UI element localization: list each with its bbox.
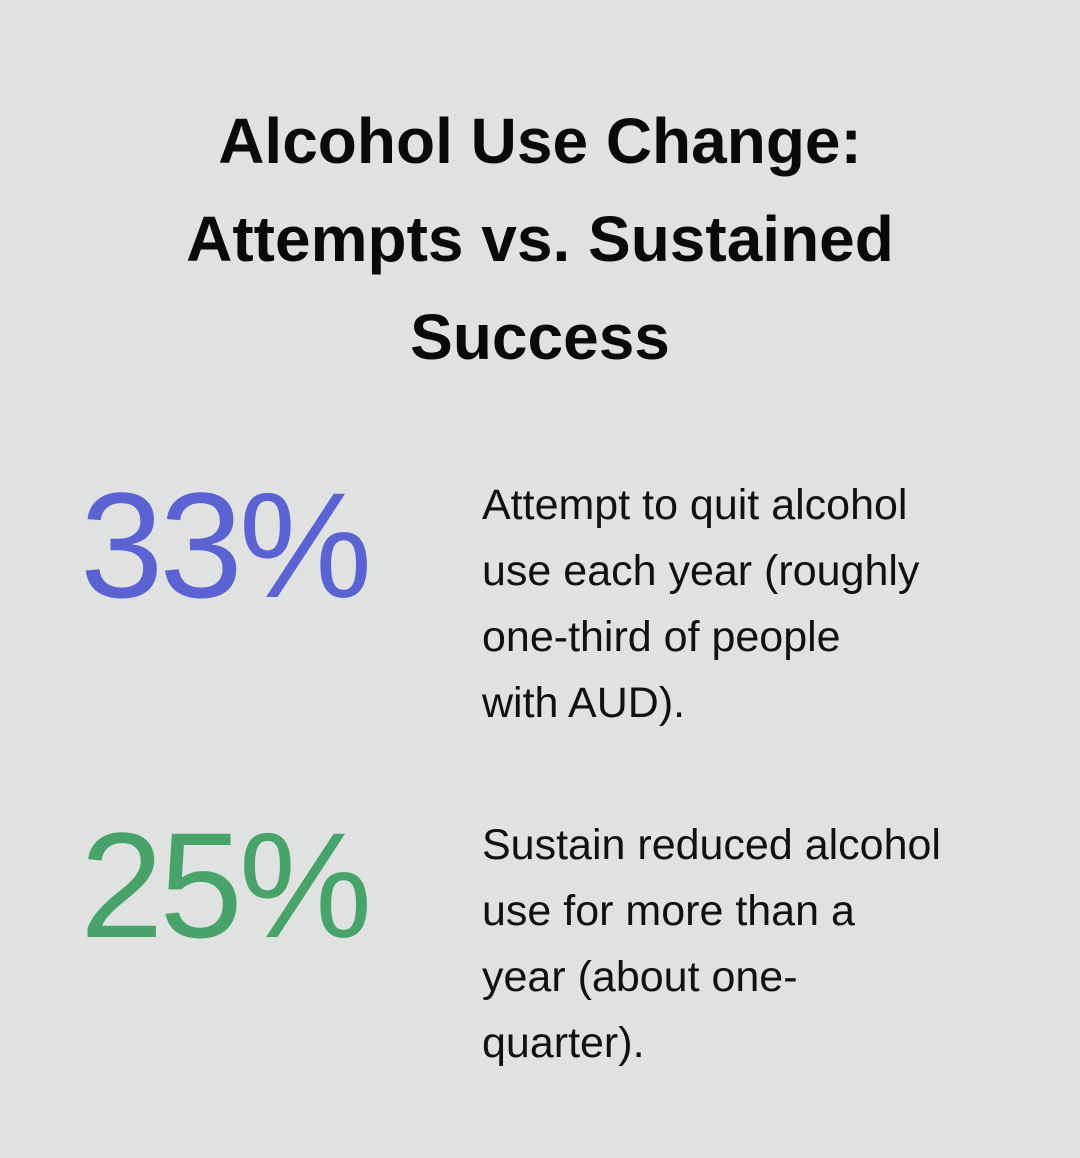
title-line: Success — [410, 301, 670, 373]
stat-value: 33% — [80, 461, 372, 629]
title-line: Alcohol Use Change: — [218, 105, 862, 177]
stat-value: 25% — [80, 801, 372, 969]
description-line: with AUD). — [482, 679, 686, 727]
stat-block: 33% Attempt to quit alcohol use each year … — [0, 470, 1080, 770]
description-line: Attempt to quit alcohol — [482, 481, 908, 529]
title-line: Attempts vs. Sustained — [186, 203, 894, 275]
description-line: one-third of people — [482, 613, 841, 661]
description-line: use each year (roughly — [482, 547, 920, 595]
description-line: use for more than a — [482, 887, 855, 935]
stat-description: Attempt to quit alcohol use each year (ro… — [482, 472, 919, 736]
description-line: Sustain reduced alcohol — [482, 821, 941, 869]
stat-description: Sustain reduced alcohol use for more than… — [482, 812, 941, 1076]
description-line: year (about one- — [482, 953, 798, 1001]
title: Alcohol Use Change: Attempts vs. Sustaine… — [0, 92, 1080, 386]
description-line: quarter). — [482, 1019, 645, 1067]
stat-block: 25% Sustain reduced alcohol use for more t… — [0, 810, 1080, 1110]
